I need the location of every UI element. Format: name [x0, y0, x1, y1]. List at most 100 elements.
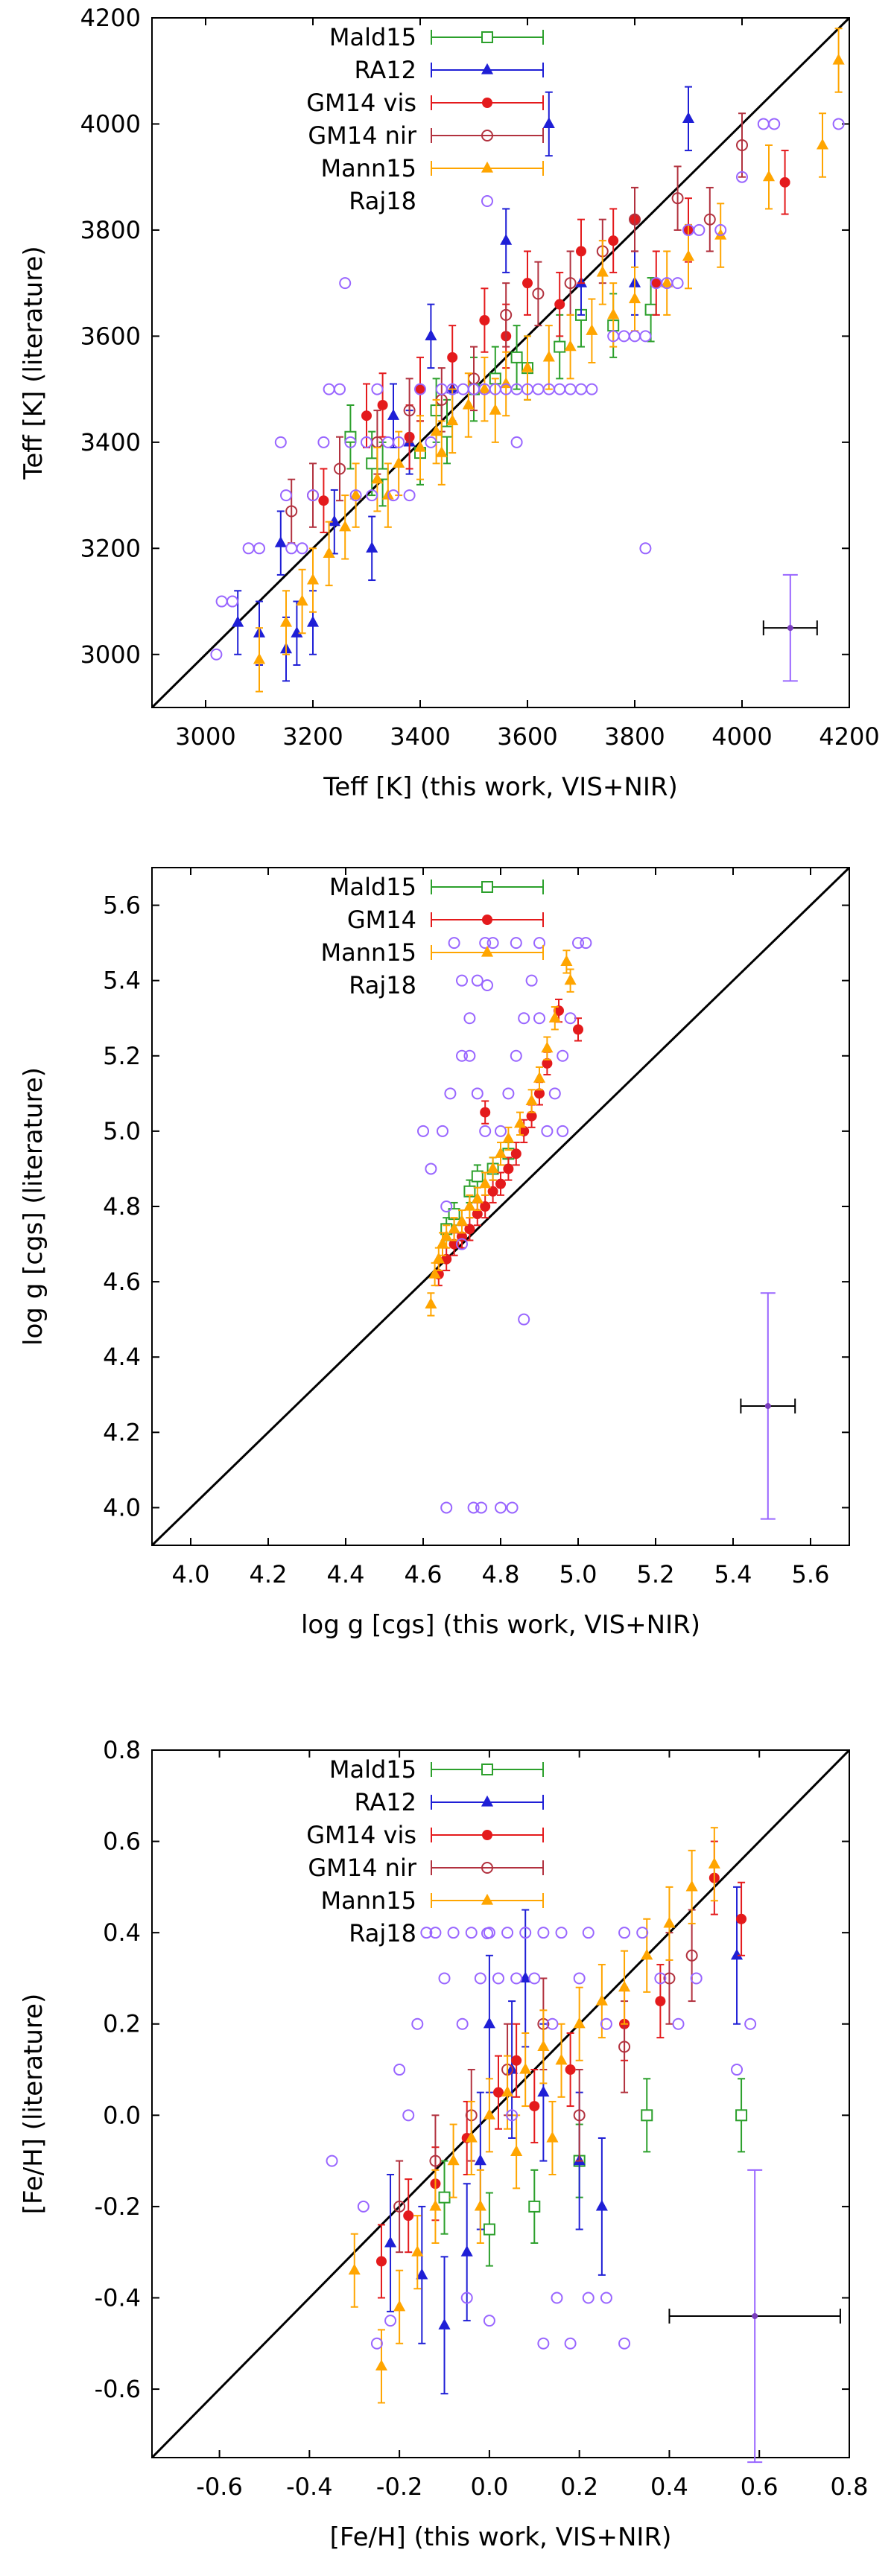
data-point [425, 1297, 437, 1309]
data-point [744, 2017, 757, 2030]
y-tick-label: 5.2 [103, 1042, 141, 1070]
series-mann15 [348, 1827, 720, 2404]
data-point [471, 974, 484, 987]
data-point [306, 615, 320, 627]
typical-error-point [752, 2313, 758, 2319]
data-point [542, 350, 555, 362]
data-point [438, 2191, 451, 2204]
data-layer [152, 868, 849, 1545]
data-point [463, 1199, 476, 1211]
error-bar [336, 436, 343, 502]
typical-error [762, 573, 818, 682]
data-point [440, 1501, 453, 1514]
data-point [483, 2017, 495, 2029]
data-point [483, 2223, 495, 2236]
x-tick-label: 3200 [282, 722, 343, 751]
data-point [483, 2108, 495, 2119]
data-point [447, 352, 458, 363]
data-point [551, 2292, 563, 2304]
x-tick-label: 4.2 [250, 1560, 288, 1588]
data-point [580, 937, 592, 950]
x-tick-label: 4200 [819, 722, 879, 751]
legend-marker [481, 945, 494, 957]
feh-panel: -0.6 -0.4 -0.2 0.0 0.2 0.4 0.6 0.8 -0.6 -0.4 -0.2 0… [19, 1736, 868, 2552]
data-point [375, 2359, 388, 2371]
data-point [492, 1972, 504, 1985]
x-tick-label: 5.6 [792, 1560, 830, 1588]
x-tick-label: 0.0 [470, 2472, 508, 2501]
data-point [334, 383, 346, 395]
x-axis-label: log g [cgs] (this work, VIS+NIR) [301, 1610, 700, 1640]
data-point [417, 1125, 429, 1137]
data-point [661, 276, 673, 287]
legend-label: Raj18 [349, 1919, 416, 1947]
data-point [628, 292, 641, 304]
legend-item: GM14 nir [308, 1854, 544, 1882]
legend-label: Raj18 [349, 187, 416, 215]
data-point [557, 1049, 569, 1062]
legend-marker [481, 881, 493, 893]
data-point [474, 1972, 486, 1985]
legend-label: Mann15 [321, 154, 417, 182]
data-point [339, 520, 352, 532]
data-point [462, 398, 475, 410]
data-point [608, 235, 619, 247]
data-point [447, 1927, 460, 1939]
data-point [618, 2041, 631, 2053]
data-point [573, 1024, 583, 1035]
y-tick-label: 4.6 [103, 1268, 141, 1296]
data-point [465, 2131, 478, 2143]
data-point [518, 1012, 530, 1025]
data-point [537, 2085, 550, 2097]
data-point [557, 1125, 569, 1137]
data-point [546, 2017, 559, 2030]
data-point [464, 1224, 475, 1235]
y-tick-label: 5.0 [103, 1117, 141, 1145]
data-layer [152, 18, 849, 707]
error-bar [396, 2160, 404, 2254]
data-point [735, 2109, 748, 2122]
data-point [554, 383, 566, 395]
series-raj18 [210, 118, 845, 661]
x-axis-label: Teff [K] (this work, VIS+NIR) [323, 772, 678, 802]
data-point [279, 615, 293, 627]
data-point [474, 2199, 486, 2211]
data-point [318, 495, 329, 506]
data-point [393, 2300, 406, 2312]
legend-item: Mald15 [329, 873, 544, 901]
data-point [685, 1949, 698, 1962]
x-tick-label: 4000 [711, 722, 772, 751]
data-point [639, 542, 652, 555]
legend-marker [481, 31, 493, 43]
x-tick-label: 3800 [604, 722, 665, 751]
legend-label: GM14 vis [306, 1821, 416, 1849]
y-axis-label: log g [cgs] (literature) [19, 1067, 48, 1346]
legend-marker [481, 130, 493, 141]
legend-item: GM14 nir [308, 121, 544, 150]
data-point [513, 1116, 527, 1128]
data-point [519, 1927, 532, 1939]
data-point [533, 1012, 545, 1025]
error-bar [309, 462, 317, 528]
data-point [495, 1178, 506, 1189]
legend-item: GM14 [347, 906, 544, 934]
data-point [402, 2109, 415, 2122]
data-point [371, 383, 384, 395]
data-point [393, 436, 405, 448]
legend: Mald15 RA12 GM14 vis GM14 nir Mann15 Raj18 [306, 1755, 544, 1947]
legend-label: Mald15 [329, 1755, 416, 1784]
data-point [816, 138, 829, 150]
data-point [428, 1267, 441, 1279]
legend-label: GM14 nir [308, 121, 416, 150]
data-point [437, 1125, 448, 1137]
data-point [522, 278, 533, 289]
data-point [502, 1087, 515, 1100]
x-tick-label: 0.2 [560, 2472, 598, 2501]
legend-marker [481, 1795, 494, 1807]
data-point [641, 1948, 653, 1960]
data-point [644, 303, 657, 316]
data-point [429, 1927, 442, 1939]
data-point [487, 1186, 498, 1197]
data-point [685, 1880, 698, 1892]
data-point [564, 340, 577, 352]
